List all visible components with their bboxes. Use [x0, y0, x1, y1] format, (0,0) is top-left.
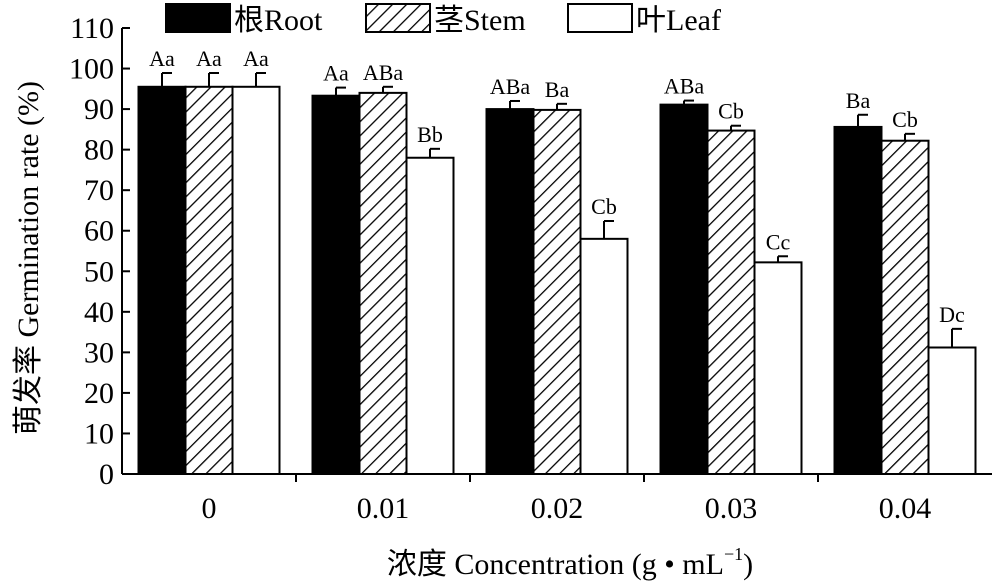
significance-label: Aa: [243, 46, 269, 71]
bar-diagonal-hatch: [358, 91, 408, 475]
y-tick-label: 20: [84, 377, 114, 410]
legend-item-stem: 茎Stem: [365, 3, 526, 37]
y-tick-label: 100: [69, 53, 114, 86]
y-tick-label: 110: [70, 12, 114, 45]
significance-label: ABa: [490, 74, 531, 99]
bar-solid-black: [137, 85, 187, 475]
y-axis-title: 萌发率 Germination rate (%): [12, 81, 45, 435]
bar-white: [927, 346, 977, 475]
bar-solid-black: [485, 108, 535, 475]
bar-solid-black: [659, 103, 709, 475]
bar-diagonal-hatch: [880, 139, 930, 475]
significance-label: Ba: [545, 77, 570, 102]
x-axis-title-main: 浓度 Concentration (g • mL: [387, 548, 724, 581]
significance-label: Cb: [892, 107, 918, 132]
plot-area: 0 10 20 30 40 50 60 70 80 90 100 110 0 Aa Aa Aa 0.01 Aa AB…: [69, 12, 992, 525]
y-tick-label: 90: [84, 93, 114, 126]
y-tick-label: 30: [84, 336, 114, 369]
y-tick-label: 70: [84, 174, 114, 207]
x-axis-title-close: ): [743, 548, 753, 581]
x-tick-label: 0.03: [705, 492, 758, 525]
x-tick-label: 0.01: [357, 492, 410, 525]
significance-label: Ba: [846, 88, 871, 113]
legend-label-leaf: 叶Leaf: [636, 4, 721, 37]
y-tick-label: 10: [84, 417, 114, 450]
significance-label: Cb: [718, 99, 744, 124]
significance-label: Cc: [766, 229, 791, 254]
legend-item-leaf: 叶Leaf: [567, 3, 721, 37]
legend-label-root: 根Root: [234, 4, 323, 37]
legend: 根Root 茎Stem 叶Leaf: [165, 3, 721, 37]
bar-white: [405, 156, 455, 475]
significance-label: Aa: [149, 46, 175, 71]
bar-diagonal-hatch: [184, 85, 234, 475]
x-axis-title: 浓度 Concentration (g • mL−1): [387, 544, 753, 581]
y-tick-label: 40: [84, 296, 114, 329]
x-tick-label: 0.02: [531, 492, 584, 525]
significance-label: ABa: [664, 74, 705, 99]
x-tick-label: 0.04: [879, 492, 932, 525]
legend-item-root: 根Root: [165, 3, 323, 37]
significance-label: Aa: [323, 61, 349, 86]
significance-label: ABa: [363, 60, 404, 85]
x-tick-label: 0: [202, 492, 217, 525]
significance-label: Dc: [939, 302, 965, 327]
y-tick-label: 80: [84, 134, 114, 167]
y-tick-label: 0: [99, 458, 114, 491]
bar-white: [753, 261, 803, 475]
significance-label: Bb: [417, 122, 443, 147]
bar-diagonal-hatch: [706, 129, 756, 476]
legend-swatch-stem: [365, 3, 431, 33]
y-tick-label: 60: [84, 215, 114, 248]
legend-swatch-leaf: [567, 3, 633, 33]
significance-label: Cb: [591, 194, 617, 219]
bar-white: [579, 237, 629, 475]
legend-swatch-root: [165, 3, 231, 33]
y-tick-label: 50: [84, 255, 114, 288]
bar-solid-black: [311, 94, 361, 475]
x-axis-title-superscript: −1: [724, 544, 743, 564]
bar-solid-black: [833, 125, 883, 475]
significance-label: Aa: [196, 46, 222, 71]
legend-label-stem: 茎Stem: [434, 4, 526, 37]
bar-white: [231, 85, 281, 475]
bar-diagonal-hatch: [532, 108, 582, 475]
